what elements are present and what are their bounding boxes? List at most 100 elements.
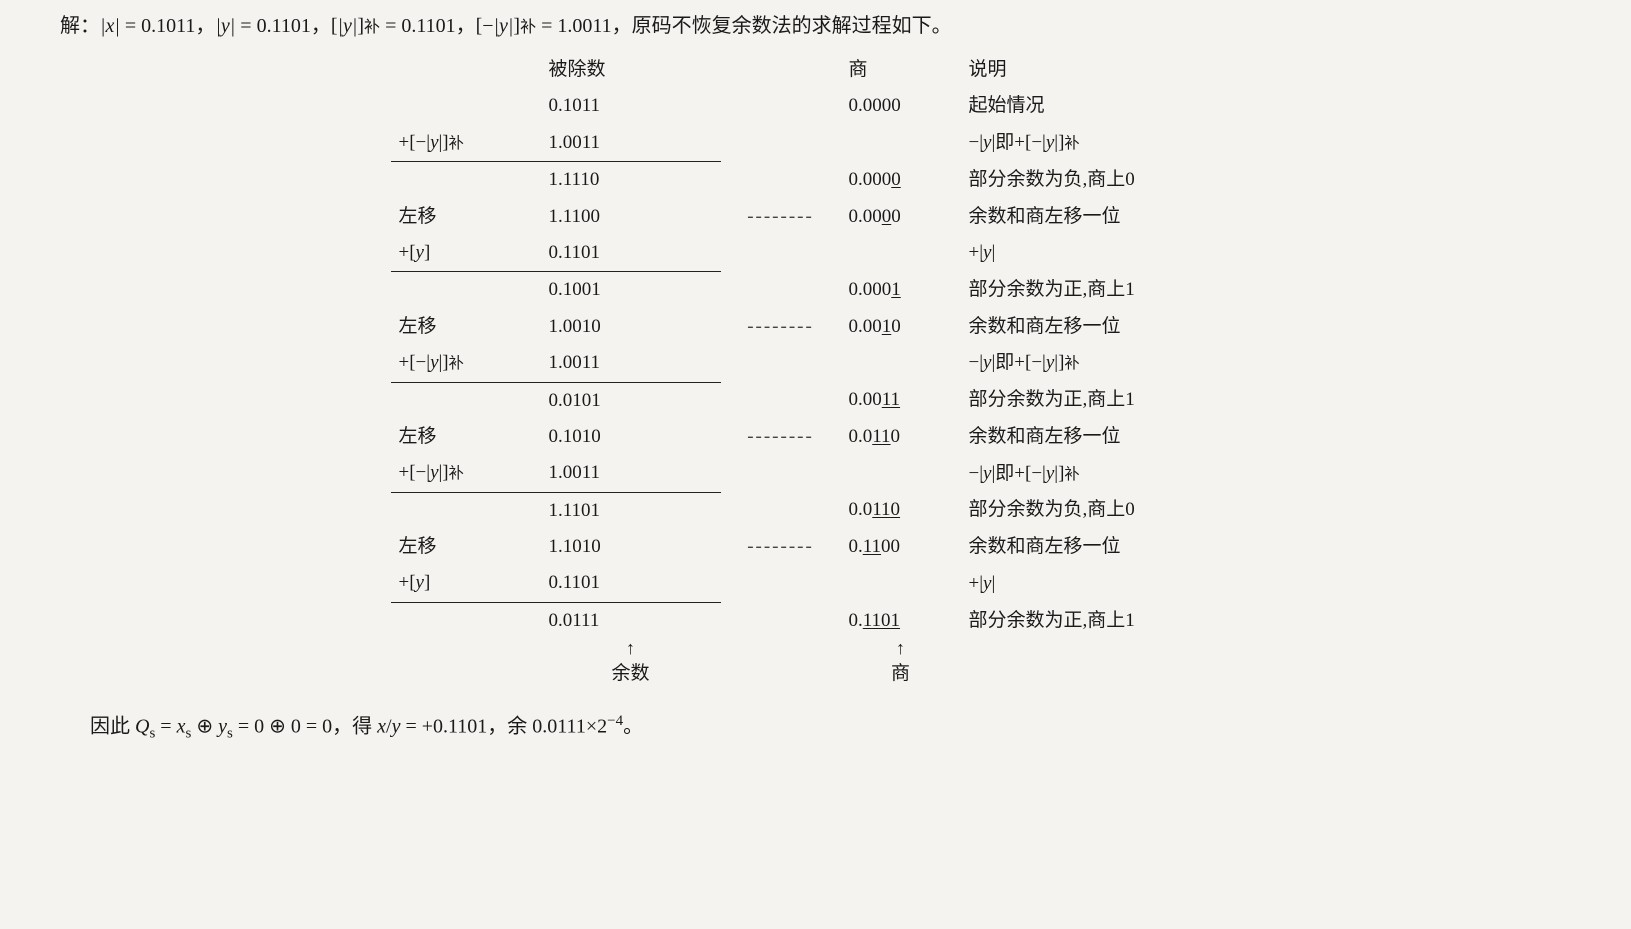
table-row: 0.1001 0.0001部分余数为正,商上1 <box>391 272 1241 309</box>
conclusion-text: 因此 Qs = xs ⊕ ys = 0 ⊕ 0 = 0，得 x/y = +0.1… <box>90 709 1601 746</box>
explain-cell: −|y|即+[−|y|]补 <box>961 345 1241 382</box>
explain-cell: 起始情况 <box>961 88 1241 124</box>
intro-label: 解： <box>60 15 100 37</box>
footer-remainder-label: 余数 <box>541 659 721 689</box>
dividend-cell: 1.1101 <box>541 492 721 529</box>
quotient-cell: 0.0000 <box>841 88 961 124</box>
quotient-cell <box>841 125 961 162</box>
dash-cell <box>721 602 841 639</box>
table-row: +[−|y|]补1.0011−|y|即+[−|y|]补 <box>391 125 1241 162</box>
dividend-cell: 1.1110 <box>541 162 721 199</box>
dividend-cell: 1.1100 <box>541 199 721 235</box>
calculation-table: 被除数 商 说明 0.10110.0000起始情况+[−|y|]补1.0011−… <box>391 52 1241 689</box>
op-cell: +[−|y|]补 <box>391 125 541 162</box>
dash-cell <box>721 455 841 492</box>
op-cell <box>391 88 541 124</box>
op-cell <box>391 162 541 199</box>
dash-cell <box>721 125 841 162</box>
explain-cell: +|y| <box>961 235 1241 272</box>
quotient-cell: 0.0011 <box>841 382 961 419</box>
table-row: 左移1.0010--------0.0010余数和商左移一位 <box>391 309 1241 345</box>
dividend-cell: 1.1010 <box>541 529 721 565</box>
table-row: 0.0111 0.1101部分余数为正,商上1 <box>391 602 1241 639</box>
quotient-cell <box>841 235 961 272</box>
table-row: 0.0101 0.0011部分余数为正,商上1 <box>391 382 1241 419</box>
explain-cell: 余数和商左移一位 <box>961 419 1241 455</box>
dividend-cell: 1.0011 <box>541 455 721 492</box>
dividend-cell: 0.0101 <box>541 382 721 419</box>
header-explain: 说明 <box>961 52 1241 88</box>
explain-cell: 部分余数为正,商上1 <box>961 382 1241 419</box>
explain-cell: 余数和商左移一位 <box>961 199 1241 235</box>
arrow-up-quotient: ↑ <box>841 639 961 659</box>
op-cell: +[−|y|]补 <box>391 455 541 492</box>
table-row: 左移1.1100--------0.0000余数和商左移一位 <box>391 199 1241 235</box>
table-row: +[y]0.1101 +|y| <box>391 235 1241 272</box>
header-quotient: 商 <box>841 52 961 88</box>
quotient-cell: 0.0010 <box>841 309 961 345</box>
explain-cell: 余数和商左移一位 <box>961 529 1241 565</box>
footer-label-row: 余数 商 <box>391 659 1241 689</box>
dash-cell <box>721 565 841 602</box>
table-row: +[y]0.1101 +|y| <box>391 565 1241 602</box>
dash-cell: -------- <box>721 529 841 565</box>
quotient-cell: 0.1101 <box>841 602 961 639</box>
dash-cell: -------- <box>721 419 841 455</box>
dash-cell: -------- <box>721 309 841 345</box>
op-cell <box>391 272 541 309</box>
op-cell: 左移 <box>391 529 541 565</box>
quotient-cell <box>841 345 961 382</box>
op-cell: 左移 <box>391 199 541 235</box>
table-header: 被除数 商 说明 <box>391 52 1241 88</box>
dash-cell <box>721 382 841 419</box>
dividend-cell: 0.0111 <box>541 602 721 639</box>
quotient-cell: 0.0110 <box>841 419 961 455</box>
dash-cell <box>721 272 841 309</box>
op-cell: +[y] <box>391 565 541 602</box>
dash-cell <box>721 492 841 529</box>
header-dividend: 被除数 <box>541 52 721 88</box>
dash-cell <box>721 235 841 272</box>
table-row: 左移1.1010--------0.1100余数和商左移一位 <box>391 529 1241 565</box>
table-row: 1.1110 0.0000部分余数为负,商上0 <box>391 162 1241 199</box>
explain-cell: 部分余数为负,商上0 <box>961 492 1241 529</box>
dividend-cell: 0.1001 <box>541 272 721 309</box>
dividend-cell: 0.1101 <box>541 235 721 272</box>
op-cell: +[−|y|]补 <box>391 345 541 382</box>
op-cell <box>391 492 541 529</box>
dash-cell <box>721 162 841 199</box>
quotient-cell <box>841 455 961 492</box>
explain-cell: −|y|即+[−|y|]补 <box>961 125 1241 162</box>
dividend-cell: 1.0011 <box>541 345 721 382</box>
explain-cell: 部分余数为正,商上1 <box>961 602 1241 639</box>
dividend-cell: 0.1011 <box>541 88 721 124</box>
arrow-row: ↑ ↑ <box>391 639 1241 659</box>
explain-cell: 部分余数为正,商上1 <box>961 272 1241 309</box>
table-row: 左移0.1010--------0.0110余数和商左移一位 <box>391 419 1241 455</box>
explain-cell: 余数和商左移一位 <box>961 309 1241 345</box>
quotient-cell: 0.0000 <box>841 162 961 199</box>
op-cell: 左移 <box>391 309 541 345</box>
quotient-cell: 0.0001 <box>841 272 961 309</box>
explain-cell: 部分余数为负,商上0 <box>961 162 1241 199</box>
explain-cell: +|y| <box>961 565 1241 602</box>
dash-cell: -------- <box>721 199 841 235</box>
op-cell: +[y] <box>391 235 541 272</box>
intro-text: 解：|x| = 0.1011，|y| = 0.1101，[|y|]补 = 0.1… <box>90 10 1601 42</box>
op-cell <box>391 382 541 419</box>
footer-quotient-label: 商 <box>841 659 961 689</box>
quotient-cell <box>841 565 961 602</box>
table-row: +[−|y|]补1.0011 −|y|即+[−|y|]补 <box>391 455 1241 492</box>
quotient-cell: 0.0110 <box>841 492 961 529</box>
quotient-cell: 0.0000 <box>841 199 961 235</box>
explain-cell: −|y|即+[−|y|]补 <box>961 455 1241 492</box>
table-row: 0.1011 0.0000起始情况 <box>391 88 1241 124</box>
dash-cell <box>721 345 841 382</box>
quotient-cell: 0.1100 <box>841 529 961 565</box>
dividend-cell: 0.1101 <box>541 565 721 602</box>
dividend-cell: 1.0010 <box>541 309 721 345</box>
table-row: 1.1101 0.0110部分余数为负,商上0 <box>391 492 1241 529</box>
dash-cell <box>721 88 841 124</box>
dividend-cell: 0.1010 <box>541 419 721 455</box>
table-row: +[−|y|]补1.0011 −|y|即+[−|y|]补 <box>391 345 1241 382</box>
